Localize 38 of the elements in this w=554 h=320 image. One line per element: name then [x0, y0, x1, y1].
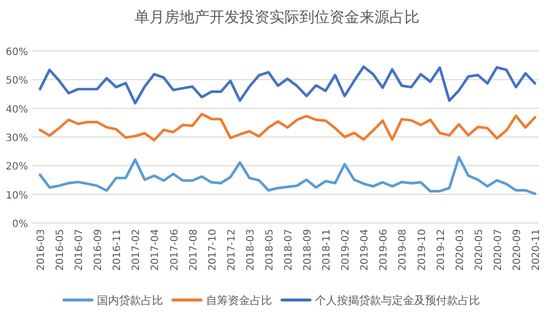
x-tick-label: 2018-09: [302, 229, 314, 271]
y-tick-label: 0%: [12, 219, 28, 230]
y-tick-label: 10%: [6, 190, 28, 202]
y-tick-label: 40%: [6, 104, 28, 116]
x-tick-label: 2018-03: [245, 229, 256, 271]
y-tick-label: 60%: [6, 47, 28, 58]
x-tick-label: 2019-08: [398, 229, 409, 271]
y-tick-label: 20%: [6, 162, 28, 173]
x-tick-label: 2018-11: [322, 229, 333, 271]
x-tick-label: 2016-07: [74, 229, 86, 271]
x-tick-label: 2016-05: [55, 229, 66, 271]
x-tick-label: 2019-10: [416, 229, 428, 271]
legend-label: 自筹资金占比: [206, 294, 272, 307]
x-tick-label: 2020-03: [454, 229, 466, 271]
x-tick-label: 2017-08: [188, 229, 200, 271]
x-tick-label: 2020-05: [474, 229, 485, 271]
x-tick-label: 2019-04: [360, 229, 371, 271]
x-tick-label: 2018-05: [264, 229, 276, 271]
x-tick-label: 2017-02: [131, 229, 142, 271]
legend-label: 个人按揭贷款与定金及预付款占比: [315, 294, 480, 307]
x-tick-label: 2019-12: [436, 229, 447, 271]
x-tick-label: 2017-10: [207, 229, 218, 271]
title: 单月房地产开发投资实际到位资金来源占比: [134, 8, 420, 26]
x-tick-label: 2020-11: [531, 229, 542, 271]
x-tick-label: 2020-07: [492, 229, 504, 271]
x-tick-label: 2017-04: [150, 229, 162, 271]
x-tick-label: 2017-06: [169, 229, 180, 271]
x-tick-label: 2017-12: [226, 229, 238, 271]
x-tick-label: 2016-09: [93, 229, 104, 271]
y-tick-label: 30%: [6, 133, 28, 144]
x-tick-label: 2019-06: [378, 229, 390, 271]
x-tick-label: 2020-09: [512, 229, 523, 271]
legend-label: 国内贷款占比: [97, 294, 163, 307]
x-tick-label: 2018-07: [284, 229, 294, 271]
y-tick-label: 50%: [6, 76, 28, 87]
x-tick-label: 2019-02: [340, 229, 352, 271]
x-tick-label: 2016-11: [112, 229, 124, 271]
x-tick-label: 2016-03: [36, 229, 47, 271]
